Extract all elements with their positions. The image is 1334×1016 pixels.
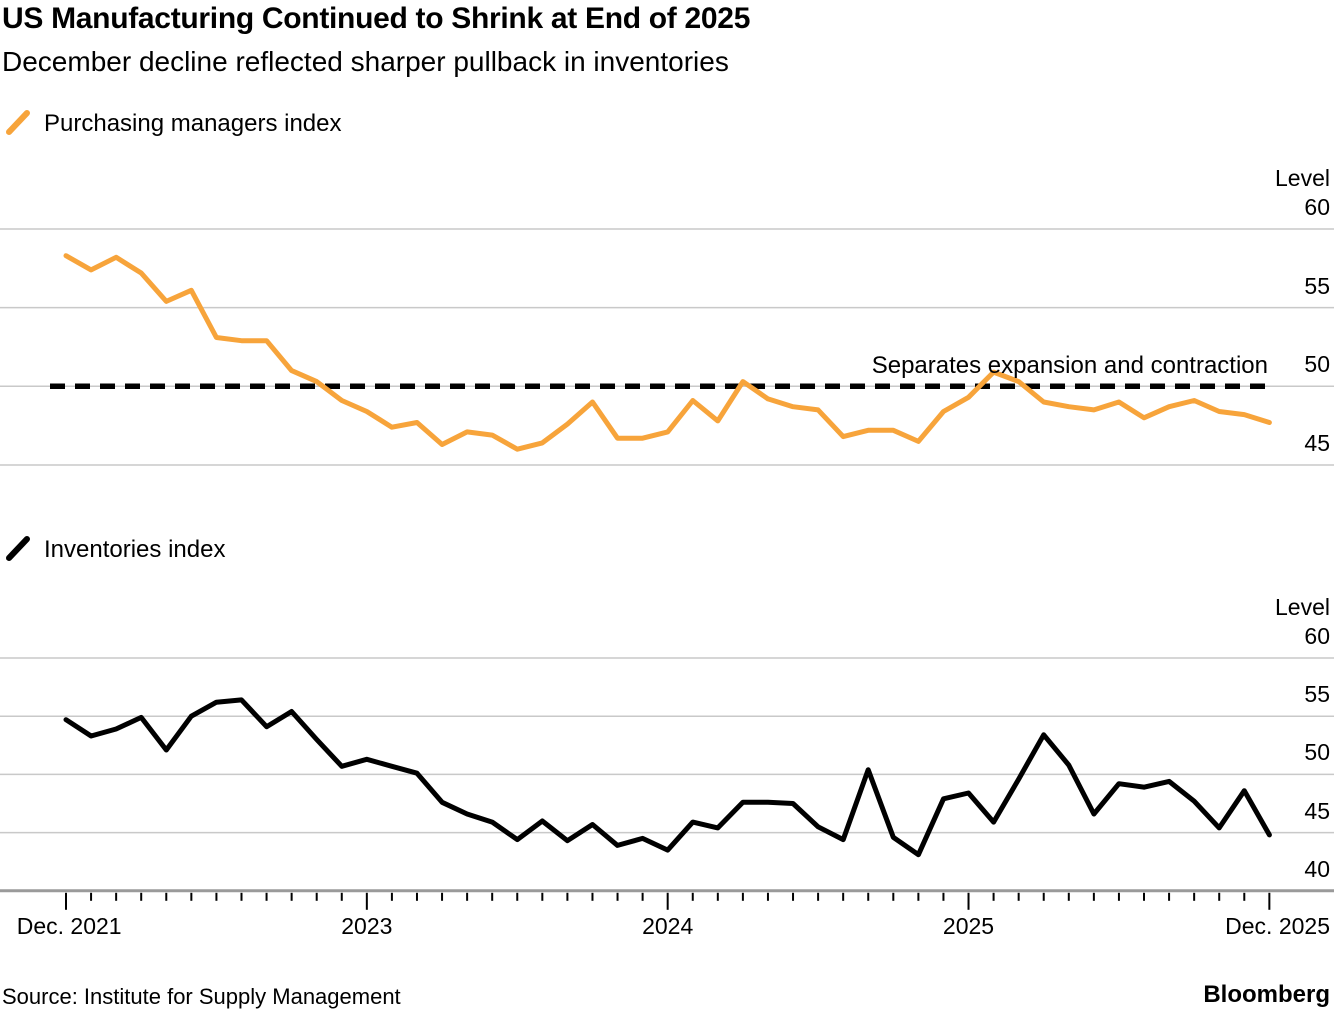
ytick-label-60: 60 bbox=[1304, 623, 1330, 649]
pmi-line-swatch-icon bbox=[4, 108, 32, 141]
legend-pmi-label: Purchasing managers index bbox=[44, 110, 342, 137]
pmi-data-line bbox=[63, 253, 1272, 452]
ytick-label-60: 60 bbox=[1304, 194, 1330, 220]
ytick-label-55: 55 bbox=[1304, 681, 1330, 708]
legend-inventories-label: Inventories index bbox=[44, 536, 226, 563]
inventories-chart bbox=[0, 657, 1334, 910]
source-credit: Source: Institute for Supply Management bbox=[2, 984, 401, 1009]
legend-inventories: Inventories index bbox=[4, 534, 226, 567]
ytick-label-50: 50 bbox=[1304, 351, 1330, 378]
ytick-label-40: 40 bbox=[1304, 855, 1330, 882]
xtick-label-dec--2025: Dec. 2025 bbox=[1225, 913, 1330, 939]
xtick-label-2023: 2023 bbox=[341, 913, 393, 939]
xtick-label-dec--2021: Dec. 2021 bbox=[16, 913, 122, 939]
xtick-label-2024: 2024 bbox=[642, 913, 694, 939]
reference-line-annotation: Separates expansion and contraction bbox=[871, 352, 1268, 379]
page-subtitle: December decline reflected sharper pullb… bbox=[2, 46, 729, 77]
page-title: US Manufacturing Continued to Shrink at … bbox=[2, 2, 751, 35]
xtick-label-2025: 2025 bbox=[942, 913, 995, 939]
inventories-data-line bbox=[63, 697, 1272, 858]
ytick-label-45: 45 bbox=[1304, 429, 1330, 456]
y-axis-title-inventories: Level bbox=[1275, 594, 1330, 620]
bloomberg-logo: Bloomberg bbox=[1203, 981, 1330, 1008]
ytick-label-55: 55 bbox=[1304, 272, 1330, 299]
y-axis-title-pmi: Level bbox=[1275, 165, 1330, 191]
pmi-chart bbox=[0, 228, 1334, 466]
ytick-label-45: 45 bbox=[1304, 797, 1330, 824]
legend-pmi: Purchasing managers index bbox=[4, 108, 342, 141]
inventories-line-swatch-icon bbox=[4, 534, 32, 567]
ytick-label-50: 50 bbox=[1304, 739, 1330, 766]
